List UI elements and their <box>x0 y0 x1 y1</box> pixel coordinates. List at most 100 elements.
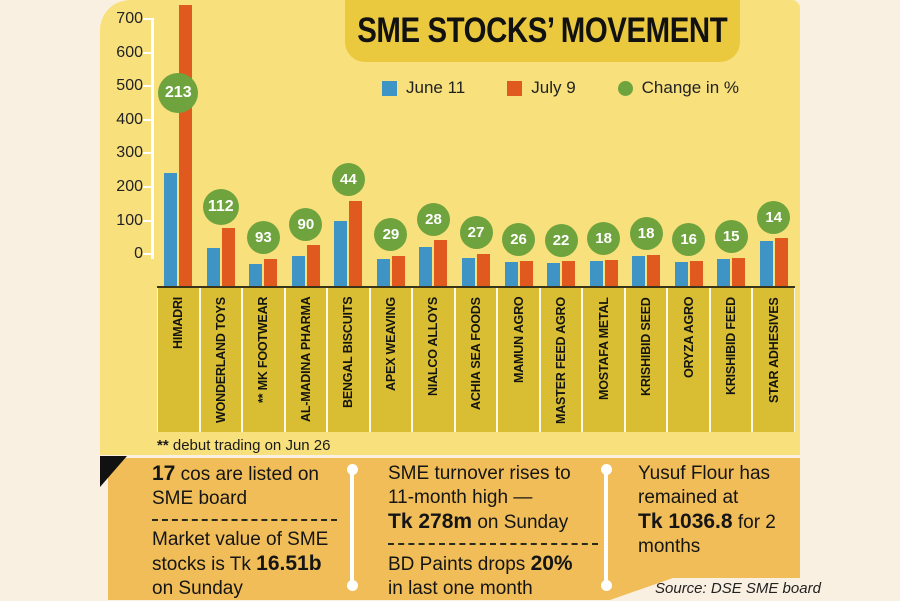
y-tick-label: 500 <box>116 77 143 95</box>
legend-label: Change in % <box>641 78 739 97</box>
note-highlight: 17 <box>152 462 176 485</box>
category-label: APEX WEAVING <box>383 297 398 391</box>
category-label: ORYZA AGRO <box>681 297 696 379</box>
bar-june11 <box>717 259 731 288</box>
change-badge: 18 <box>587 222 621 256</box>
bar-june11 <box>164 172 178 288</box>
source-credit: Source: DSE SME board <box>655 580 821 597</box>
note-paragraph: Yusuf Flour has remained at Tk 1036.8 fo… <box>638 462 800 559</box>
category-cell: STAR ADHESIVES <box>753 288 794 432</box>
bar-june11 <box>206 248 220 288</box>
note-text: for 2 months <box>638 512 776 557</box>
note-text: on Sunday <box>152 578 243 599</box>
legend-item: June 11 <box>382 78 465 98</box>
y-tick-label: 400 <box>116 110 143 128</box>
category-cell: BENGAL BISCUITS <box>328 288 369 432</box>
category-cell: HIMADRI <box>158 288 199 432</box>
change-badge: 22 <box>544 223 578 257</box>
y-tick-label: 100 <box>116 211 143 229</box>
note-highlight: Tk 1036.8 <box>638 510 733 533</box>
change-badge: 18 <box>629 217 663 251</box>
category-label: MAMUN AGRO <box>511 297 526 384</box>
note-paragraph: 17 cos are listed on SME board <box>152 462 337 511</box>
change-badge: 27 <box>459 216 493 250</box>
bar-june11 <box>504 261 518 288</box>
category-cell: APEX WEAVING <box>370 288 412 432</box>
y-tick <box>143 186 152 189</box>
category-cell: ACHIA SEA FOODS <box>455 288 497 432</box>
category-cell: MASTER FEED AGRO <box>540 288 582 432</box>
bar-june11 <box>462 257 475 288</box>
category-label: KRISHIBID SEED <box>639 297 654 396</box>
bar-june11 <box>674 262 688 288</box>
bar-july9 <box>264 258 278 288</box>
legend-label: July 9 <box>531 78 576 97</box>
note-section: SME turnover rises to 11-month high — Tk… <box>388 462 598 601</box>
note-text: in last one month <box>388 578 533 599</box>
divider-pin <box>346 464 358 591</box>
change-badge: 14 <box>757 200 791 234</box>
y-tick <box>143 85 152 88</box>
footnote-text: debut trading on Jun 26 <box>168 437 331 454</box>
note-text: on Sunday <box>472 512 569 533</box>
category-cell: NIALCO ALLOYS <box>413 288 454 432</box>
y-tick-label: 200 <box>116 178 143 196</box>
note-text: cos are listed on SME board <box>152 464 319 509</box>
change-badge: 90 <box>289 207 323 241</box>
category-label: MASTER FEED AGRO <box>554 297 569 424</box>
legend-swatch-circle <box>617 80 633 96</box>
note-text: Yusuf Flour has remained at <box>638 463 771 508</box>
change-badge: 26 <box>502 223 536 257</box>
category-label: HIMADRI <box>171 297 186 350</box>
bar-june11 <box>291 255 305 288</box>
category-label: ACHIA SEA FOODS <box>468 297 483 410</box>
category-cell: KRISHIBID FEED <box>710 288 752 432</box>
note-paragraph: Market value of SME stocks is Tk 16.51b … <box>152 519 337 601</box>
legend-item: July 9 <box>507 78 576 98</box>
y-axis-line <box>151 18 154 260</box>
note-text: Market value of SME stocks is Tk <box>152 529 329 575</box>
bar-july9 <box>604 259 618 288</box>
bar-july9 <box>562 261 576 288</box>
bar-july9 <box>689 260 703 288</box>
bar-july9 <box>221 228 235 288</box>
note-paragraph: BD Paints drops 20% in last one month <box>388 543 598 601</box>
category-cell: AL-MADINA PHARMA <box>285 288 327 432</box>
y-tick <box>143 219 152 222</box>
bar-july9 <box>477 253 490 288</box>
category-label: AL-MADINA PHARMA <box>298 297 313 423</box>
change-badge: 29 <box>374 218 408 252</box>
legend-swatch-square <box>382 80 397 96</box>
category-cell: WONDERLAND TOYS <box>200 288 242 432</box>
category-cell: ORYZA AGRO <box>668 288 709 432</box>
category-cell: KRISHIBID SEED <box>625 288 667 432</box>
y-tick <box>143 152 152 155</box>
category-label: NIALCO ALLOYS <box>426 297 441 397</box>
divider-pin <box>600 464 612 591</box>
notes-band <box>108 458 800 600</box>
category-label: KRISHIBID FEED <box>724 297 739 395</box>
bar-july9 <box>732 257 746 288</box>
y-tick <box>143 18 152 21</box>
y-tick-label: 300 <box>116 144 143 162</box>
category-cell: MOSTAFA METAL <box>583 288 624 432</box>
note-highlight: Tk 278m <box>388 510 473 533</box>
category-label: STAR ADHESIVES <box>766 297 781 403</box>
bar-july9 <box>519 260 533 288</box>
y-tick-label: 600 <box>116 43 143 61</box>
note-text: BD Paints drops <box>388 554 531 575</box>
legend-swatch-square <box>507 80 523 96</box>
note-section: 17 cos are listed on SME board Market val… <box>152 462 337 601</box>
bar-june11 <box>589 261 603 288</box>
change-badge: 15 <box>714 220 748 254</box>
note-highlight: 16.51b <box>256 552 322 575</box>
category-label: ** MK FOOTWEAR <box>256 297 271 404</box>
note-section: Yusuf Flour has remained at Tk 1036.8 fo… <box>638 462 800 559</box>
chart-panel: SME STOCKS’ MOVEMENT June 11 July 9 Change… <box>100 0 800 455</box>
y-tick <box>143 118 152 121</box>
y-tick-label: 0 <box>134 245 143 263</box>
category-cell: ** MK FOOTWEAR <box>243 288 284 432</box>
y-tick-label: 700 <box>116 10 143 28</box>
bar-july9 <box>306 245 320 288</box>
